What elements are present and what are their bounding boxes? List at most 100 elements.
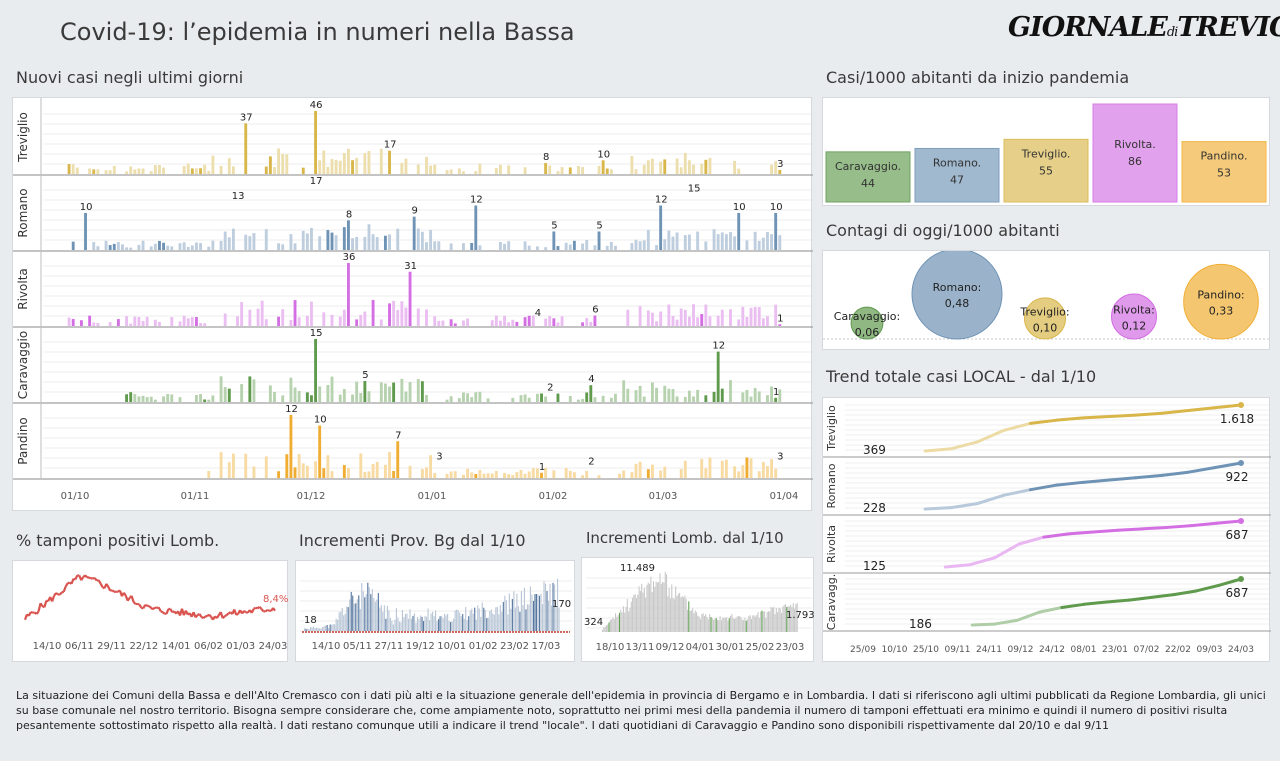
bar-lomb <box>726 617 728 632</box>
bar-rivolta <box>523 317 527 326</box>
bar-prov-bg <box>353 603 355 631</box>
bar-treviglio <box>199 168 202 174</box>
bar-value-label: 55 <box>1039 164 1053 177</box>
positivity-line <box>73 577 76 581</box>
bar-prov-bg <box>532 601 535 631</box>
bar-lomb <box>673 599 675 632</box>
bar-caravaggio <box>149 396 153 402</box>
bar-prov-bg <box>481 602 483 631</box>
bar-rivolta <box>757 307 761 326</box>
bar-prov-bg <box>320 628 322 631</box>
data-label-pandino: 1 <box>539 462 545 473</box>
bar-rivolta <box>371 299 375 326</box>
lomb-title: Incrementi Lomb. dal 1/10 <box>586 529 784 547</box>
bar-lomb <box>632 597 634 632</box>
positivity-line <box>156 606 160 610</box>
bar-lomb <box>639 590 641 632</box>
positivity-line <box>93 577 98 582</box>
bar-prov-bg <box>556 578 559 631</box>
bar-treviglio <box>318 160 322 174</box>
bar-rivolta <box>425 309 428 326</box>
bar-rivolta <box>589 321 593 326</box>
today-panel: Caravaggio: 0,06 Romano: 0,48 Treviglio: 0,10… <box>822 248 1271 350</box>
bar-romano <box>227 237 231 250</box>
bar-lomb <box>696 612 698 632</box>
bar-pandino <box>330 471 334 478</box>
bar-pandino <box>252 466 256 478</box>
trend-line-romano <box>1134 473 1164 480</box>
bar-romano <box>108 245 112 250</box>
bar-rivolta <box>236 316 239 326</box>
bar-treviglio <box>334 159 338 174</box>
bar-rivolta <box>503 315 506 326</box>
positivity-line <box>266 609 270 612</box>
bar-prov-bg <box>550 605 553 631</box>
bar-romano <box>170 246 174 250</box>
bar-romano <box>195 242 198 250</box>
bar-rivolta <box>720 309 724 326</box>
bar-treviglio <box>281 154 285 174</box>
bar-rivolta <box>408 271 412 326</box>
bar-treviglio <box>642 164 646 174</box>
bar-prov-bg <box>401 609 404 631</box>
bar-lomb <box>760 611 762 632</box>
bar-treviglio <box>219 165 223 174</box>
bar-prov-bg <box>450 622 452 631</box>
x-tick-label: 23/01 <box>1102 645 1128 655</box>
bar-romano <box>281 244 285 250</box>
page-title: Covid-19: l’epidemia in numeri nella Bas… <box>60 18 575 46</box>
bar-prov-bg <box>368 587 370 631</box>
x-tick-label: 09/03 <box>1197 645 1223 655</box>
trend-line-treviglio <box>1213 403 1243 410</box>
bar-rivolta <box>240 302 244 326</box>
bar-prov-bg <box>442 618 444 631</box>
bar-prov-bg <box>415 622 417 631</box>
bar-romano <box>659 205 663 250</box>
bar-lomb <box>690 610 692 632</box>
bar-lomb <box>774 614 776 632</box>
bar-prov-bg <box>331 624 333 631</box>
bar-prov-bg <box>325 625 327 631</box>
bar-rivolta <box>745 316 749 326</box>
bar-pandino <box>630 472 634 478</box>
trend-line-treviglio <box>1055 416 1085 422</box>
trend-line-rivolta <box>1165 524 1194 529</box>
logo-small: di <box>1166 25 1179 40</box>
bar-caravaggio <box>223 387 227 402</box>
bar-caravaggio <box>420 381 424 402</box>
bar-rivolta <box>158 321 161 326</box>
positivity-line <box>51 595 56 602</box>
bar-lomb <box>728 618 730 632</box>
x-tick-label: 06/02 <box>194 641 223 652</box>
bar-lomb <box>669 598 671 632</box>
bar-caravaggio <box>297 390 301 402</box>
bar-prov-bg <box>305 628 307 631</box>
bar-caravaggio <box>825 151 911 203</box>
bar-caravaggio <box>729 380 732 402</box>
bar-caravaggio <box>457 398 461 402</box>
bar-treviglio <box>737 168 741 174</box>
bar-pandino <box>342 465 346 478</box>
last-value-label: 1.793 <box>786 610 815 621</box>
bar-lomb <box>770 606 772 632</box>
data-label-treviglio: 37 <box>240 112 253 123</box>
x-tick-label: 22/02 <box>1165 645 1191 655</box>
start-value-label: 125 <box>863 559 886 573</box>
bar-prov-bg <box>394 619 396 631</box>
bar-romano <box>581 243 585 250</box>
bar-romano <box>671 236 675 250</box>
trend-line-treviglio <box>1002 421 1032 432</box>
bar-treviglio <box>429 165 433 174</box>
bubble-value-label: 0,10 <box>1033 321 1058 334</box>
bar-pandino <box>519 470 523 478</box>
bar-treviglio <box>416 164 420 174</box>
data-label-caravaggio: 5 <box>362 370 368 381</box>
bar-treviglio <box>581 167 585 174</box>
x-tick-label: 09/11 <box>945 645 971 655</box>
bar-caravaggio <box>293 387 297 402</box>
bar-prov-bg <box>395 608 397 631</box>
bar-rivolta <box>310 301 313 326</box>
data-label-romano: 5 <box>596 220 602 231</box>
bar-caravaggio <box>359 392 363 402</box>
bar-prov-bg <box>465 607 467 631</box>
